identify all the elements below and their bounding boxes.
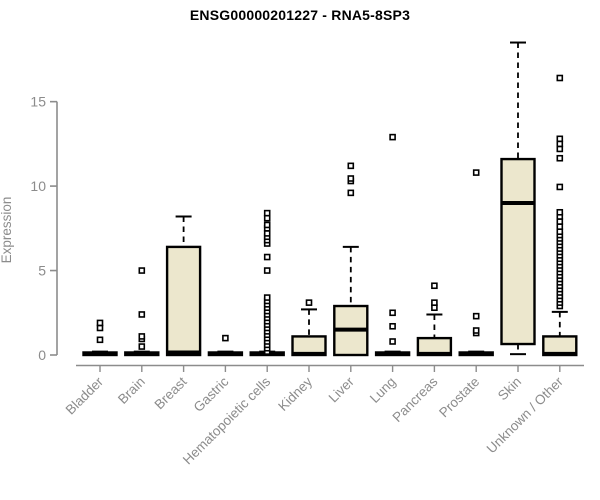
outlier-point [263,230,271,237]
x-category-label: Kidney [275,374,315,414]
y-tick-label: 5 [38,263,46,279]
outlier-point [96,336,104,344]
outlier-point [222,334,229,342]
outlier-point [347,175,355,182]
outlier-point [472,169,480,176]
outlier-point [556,183,564,191]
outlier-point [431,304,438,312]
y-tick-label: 15 [30,94,46,110]
outlier-point [96,324,104,332]
x-category-label: Breast [152,374,190,412]
outlier-point [556,154,564,162]
x-category-label: Pancreas [390,374,441,425]
outlier-point [347,189,355,197]
outlier-point [556,218,564,225]
outlier-point [556,228,564,236]
outlier-point [556,140,564,148]
outlier-point [263,267,271,274]
outlier-point [556,74,564,82]
x-category-label: Lung [367,374,399,406]
outlier-point [305,299,313,306]
outlier-point [556,145,564,153]
x-category-label: Liver [326,374,358,406]
x-category-label: Brain [115,374,148,407]
outlier-point [263,221,271,229]
outlier-point [389,309,396,317]
outlier-point [472,327,480,334]
x-category-label: Unknown / Other [484,374,567,457]
outlier-point [347,162,355,170]
y-tick-label: 10 [30,178,46,194]
x-category-label: Skin [495,374,524,403]
outlier-point [431,299,438,306]
outlier-point [472,312,480,320]
outlier-point [263,294,271,301]
outlier-point [389,338,396,345]
x-category-label: Prostate [436,374,482,420]
outlier-point [263,253,271,261]
outlier-point [138,311,146,318]
outlier-point [389,133,396,141]
outlier-point [138,333,146,340]
outlier-point [556,223,564,230]
outlier-point [138,343,146,350]
chart-title: ENSG00000201227 - RNA5-8SP3 [189,7,411,23]
outlier-point [263,214,271,222]
box-iqr [500,157,536,346]
outlier-point [431,282,438,290]
outlier-point [556,208,564,216]
x-category-label: Gastric [191,374,232,415]
outlier-point [389,322,396,330]
box-iqr [165,245,202,357]
outlier-point [263,209,271,217]
outlier-point [138,267,146,274]
outlier-point [556,135,564,143]
outlier-point [96,319,104,327]
y-tick-label: 0 [38,347,46,363]
x-category-label: Bladder [63,374,107,418]
